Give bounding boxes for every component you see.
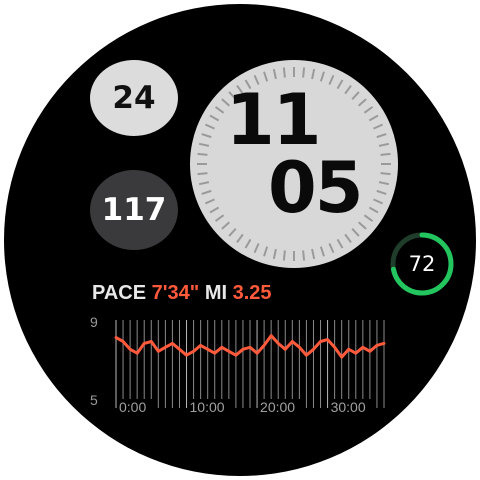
dial-tick [214,214,225,222]
dial-tick [282,250,286,261]
dial-tick [228,227,237,237]
x-tick-label: 0:00 [119,399,146,415]
dial-tick [272,248,277,260]
dial-tick [351,227,360,237]
x-tick-label: 30:00 [331,399,366,415]
dial-tick [201,189,212,195]
dial-tick [244,79,252,90]
pace-label: PACE [92,282,147,304]
dial-tick [319,246,325,257]
dial-tick [380,152,391,156]
dial-tick [319,71,325,82]
dial-tick [357,221,367,230]
dial-ticks [197,67,391,261]
date-value: 24 [112,80,156,116]
x-tick-label-background [258,399,303,415]
dial-tick [263,246,269,257]
ring-value: 72 [408,252,436,276]
dial-tick [253,243,260,254]
dial-tick [351,91,360,101]
dial-tick [302,67,306,78]
dial-tick [376,189,387,195]
dial-tick [328,243,335,254]
date-complication[interactable]: 24 [90,60,178,136]
dial-tick [311,68,316,80]
dial-tick [214,106,225,114]
dial-tick [209,206,220,214]
activity-ring-progress [390,232,454,296]
dial-tick [380,172,391,176]
x-tick-label-background [328,399,373,415]
dial-tick [336,238,344,249]
x-tick-label-background [187,399,232,415]
dial-tick [228,91,237,101]
dial-tick [363,214,374,222]
dial-tick [363,106,374,114]
dial-tick [373,123,384,130]
dial-tick [368,114,379,122]
dial-tick [236,84,244,95]
dial-tick [282,67,286,78]
dial-tick [209,114,220,122]
dial-tick [344,84,352,95]
dial-tick [204,123,215,130]
y-tick-label: 5 [90,392,98,408]
dial-tick [272,68,277,80]
dial-tick [336,79,344,90]
dial-tick [378,142,390,147]
energy-value: 117 [101,192,167,228]
dial-tick [302,250,306,261]
dial-tick [244,238,252,249]
dial-tick [373,198,384,205]
y-tick-label: 9 [90,314,98,330]
activity-ring-complication[interactable]: 72 [388,230,456,298]
activity-ring [390,232,454,296]
dial-tick [201,133,212,139]
pace-chart: 9 5 0:00 10:00 20:00 30:00 [90,314,386,415]
dial-tick [197,152,208,156]
clock-minutes: 05 [268,147,363,229]
dial-tick [357,98,367,107]
x-tick-label: 20:00 [260,399,295,415]
dial-tick [376,133,387,139]
dial-tick [236,233,244,244]
dial-tick [368,206,379,214]
dial-tick [344,233,352,244]
dial-tick [197,172,208,176]
dial-tick [198,181,210,186]
distance-value: 3.25 [232,282,272,304]
energy-complication[interactable]: 117 [90,170,178,250]
pace-series-line [114,334,386,359]
distance-label: MI [204,282,228,304]
dial-tick [263,71,269,82]
x-tick-label-background [117,399,153,415]
x-tick-label: 10:00 [190,399,225,415]
dial-tick [204,198,215,205]
dial-tick [221,98,231,107]
dial-tick [328,74,335,85]
dial-tick [378,181,390,186]
workout-stats: PACE 7'34" MI 3.25 [92,282,272,305]
digital-clock: 11 05 [190,60,398,268]
watch-face: 24 117 11 05 72 PACE 7'34" MI 3.25 9 5 0:0… [4,4,476,476]
pace-value: 7'34" [151,282,200,304]
dial-tick [221,221,231,230]
clock-hours: 11 [226,79,321,161]
dial-tick [311,248,316,260]
dial-tick [198,142,210,147]
dial-tick [253,74,260,85]
